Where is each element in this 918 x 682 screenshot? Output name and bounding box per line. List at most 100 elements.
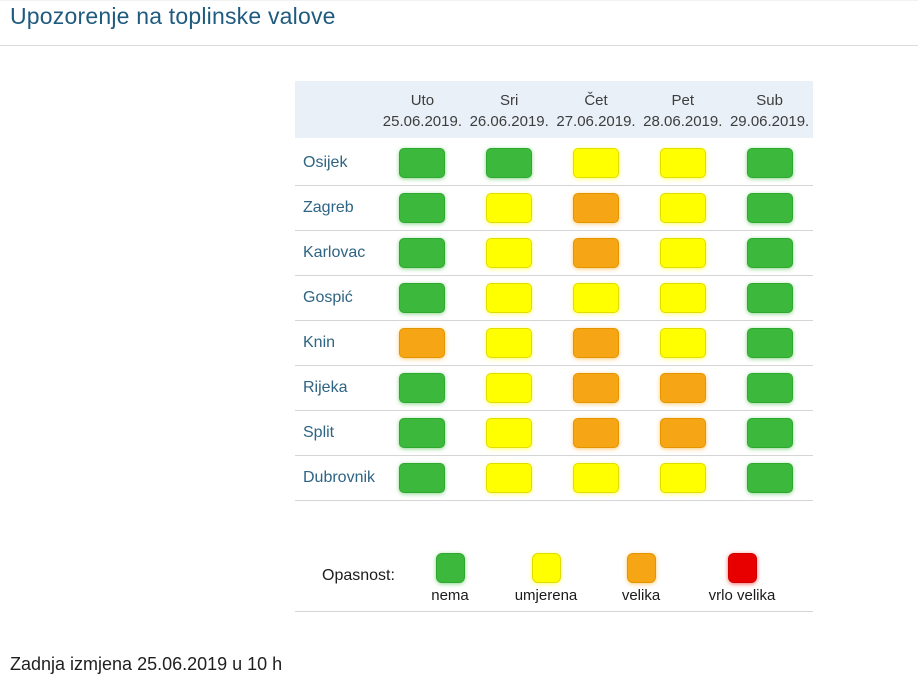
warning-cell-umjerena: [572, 283, 619, 313]
city-label: Split: [303, 424, 335, 441]
warning-cell-nema: [399, 193, 446, 223]
table-body: Osijek Zagreb Karlovac Gospić Knin Rijeka Spli…: [295, 141, 813, 501]
city-label: Dubrovnik: [303, 469, 376, 486]
legend-item-nema: nema: [400, 553, 500, 604]
warning-cell-wrap: [466, 463, 553, 493]
warning-cell-umjerena: [486, 373, 533, 403]
warning-cell-umjerena: [659, 148, 706, 178]
day-name: Sub: [756, 92, 783, 109]
warning-cell-umjerena: [659, 238, 706, 268]
city-label: Knin: [303, 334, 336, 351]
legend-swatch-velika: [626, 553, 656, 583]
warning-cell-nema: [746, 238, 793, 268]
warning-cell-wrap: [726, 418, 813, 448]
warning-cell-velika: [572, 373, 619, 403]
city-label: Osijek: [303, 154, 348, 171]
warning-cell-velika: [399, 328, 446, 358]
warning-cell-wrap: [553, 148, 640, 178]
warning-cell-wrap: [726, 463, 813, 493]
warning-cell-nema: [746, 328, 793, 358]
warning-cell-wrap: [639, 238, 726, 268]
legend-swatch-umjerena: [531, 553, 561, 583]
day-header-1: Sri 26.06.2019.: [466, 81, 553, 138]
warning-cell-umjerena: [486, 193, 533, 223]
warning-cell-nema: [746, 463, 793, 493]
table-header-row: Uto 25.06.2019. Sri 26.06.2019. Čet 27.06.201…: [295, 81, 813, 138]
warning-cell-wrap: [639, 328, 726, 358]
warning-cell-wrap: [639, 283, 726, 313]
warning-cell-wrap: [726, 238, 813, 268]
warning-cell-velika: [572, 238, 619, 268]
day-date: 29.06.2019.: [729, 113, 810, 130]
city-label: Rijeka: [303, 379, 348, 396]
warning-cell-wrap: [379, 418, 466, 448]
warning-cell-umjerena: [486, 328, 533, 358]
warning-cell-umjerena: [486, 418, 533, 448]
warning-cell-umjerena: [659, 463, 706, 493]
warning-cell-nema: [399, 238, 446, 268]
day-date: 27.06.2019.: [556, 113, 636, 130]
warning-cell-wrap: [553, 418, 640, 448]
heatwave-warning-table: Uto 25.06.2019. Sri 26.06.2019. Čet 27.06.201…: [295, 81, 813, 501]
legend-level-name: umjerena: [514, 587, 578, 604]
warning-cell-umjerena: [486, 283, 533, 313]
warning-cell-wrap: [553, 283, 640, 313]
warning-cell-velika: [572, 328, 619, 358]
table-row: Knin: [295, 321, 813, 366]
day-header-4: Sub 29.06.2019.: [726, 81, 813, 138]
warning-cell-wrap: [553, 328, 640, 358]
legend-swatch-vrlo-velika: [727, 553, 757, 583]
warning-cell-umjerena: [572, 463, 619, 493]
warning-cell-wrap: [379, 373, 466, 403]
legend-item-vrlo-velika: vrlo velika: [692, 553, 792, 604]
day-date: 28.06.2019.: [643, 113, 723, 130]
legend-label: Opasnost:: [322, 567, 395, 584]
warning-cell-umjerena: [659, 193, 706, 223]
table-row: Zagreb: [295, 186, 813, 231]
table-header-corner: [295, 81, 379, 138]
warning-cell-wrap: [466, 283, 553, 313]
warning-cell-wrap: [553, 373, 640, 403]
warning-cell-nema: [746, 148, 793, 178]
warning-cell-nema: [399, 373, 446, 403]
city-label: Zagreb: [303, 199, 354, 216]
warning-cell-wrap: [553, 193, 640, 223]
legend: Opasnost: nema umjerena velika vrlo velika: [295, 541, 813, 612]
warning-cell-nema: [486, 148, 533, 178]
warning-cell-wrap: [726, 148, 813, 178]
warning-cell-wrap: [466, 148, 553, 178]
day-name: Čet: [584, 92, 608, 109]
warning-cell-umjerena: [659, 328, 706, 358]
warning-cell-wrap: [726, 328, 813, 358]
warning-cell-wrap: [466, 238, 553, 268]
warning-cell-umjerena: [659, 283, 706, 313]
warning-cell-nema: [399, 463, 446, 493]
warning-cell-nema: [399, 418, 446, 448]
title-divider: [0, 45, 918, 46]
warning-cell-wrap: [466, 418, 553, 448]
warning-cell-nema: [746, 193, 793, 223]
warning-cell-wrap: [379, 283, 466, 313]
warning-cell-wrap: [553, 238, 640, 268]
day-name: Sri: [500, 92, 519, 109]
table-row: Karlovac: [295, 231, 813, 276]
legend-level-name: nema: [431, 587, 469, 604]
warning-cell-wrap: [466, 193, 553, 223]
day-date: 26.06.2019.: [469, 113, 549, 130]
warning-cell-nema: [746, 418, 793, 448]
legend-item-velika: velika: [591, 553, 691, 604]
warning-cell-nema: [399, 148, 446, 178]
warning-cell-wrap: [379, 328, 466, 358]
warning-cell-umjerena: [486, 463, 533, 493]
day-header-0: Uto 25.06.2019.: [379, 81, 466, 138]
day-header-3: Pet 28.06.2019.: [639, 81, 726, 138]
warning-cell-wrap: [639, 193, 726, 223]
warning-cell-wrap: [726, 373, 813, 403]
legend-level-name: vrlo velika: [708, 587, 776, 604]
legend-swatch-nema: [435, 553, 465, 583]
city-label: Gospić: [303, 289, 353, 306]
warning-cell-wrap: [379, 463, 466, 493]
warning-cell-wrap: [639, 148, 726, 178]
table-row: Gospić: [295, 276, 813, 321]
warning-cell-wrap: [553, 463, 640, 493]
